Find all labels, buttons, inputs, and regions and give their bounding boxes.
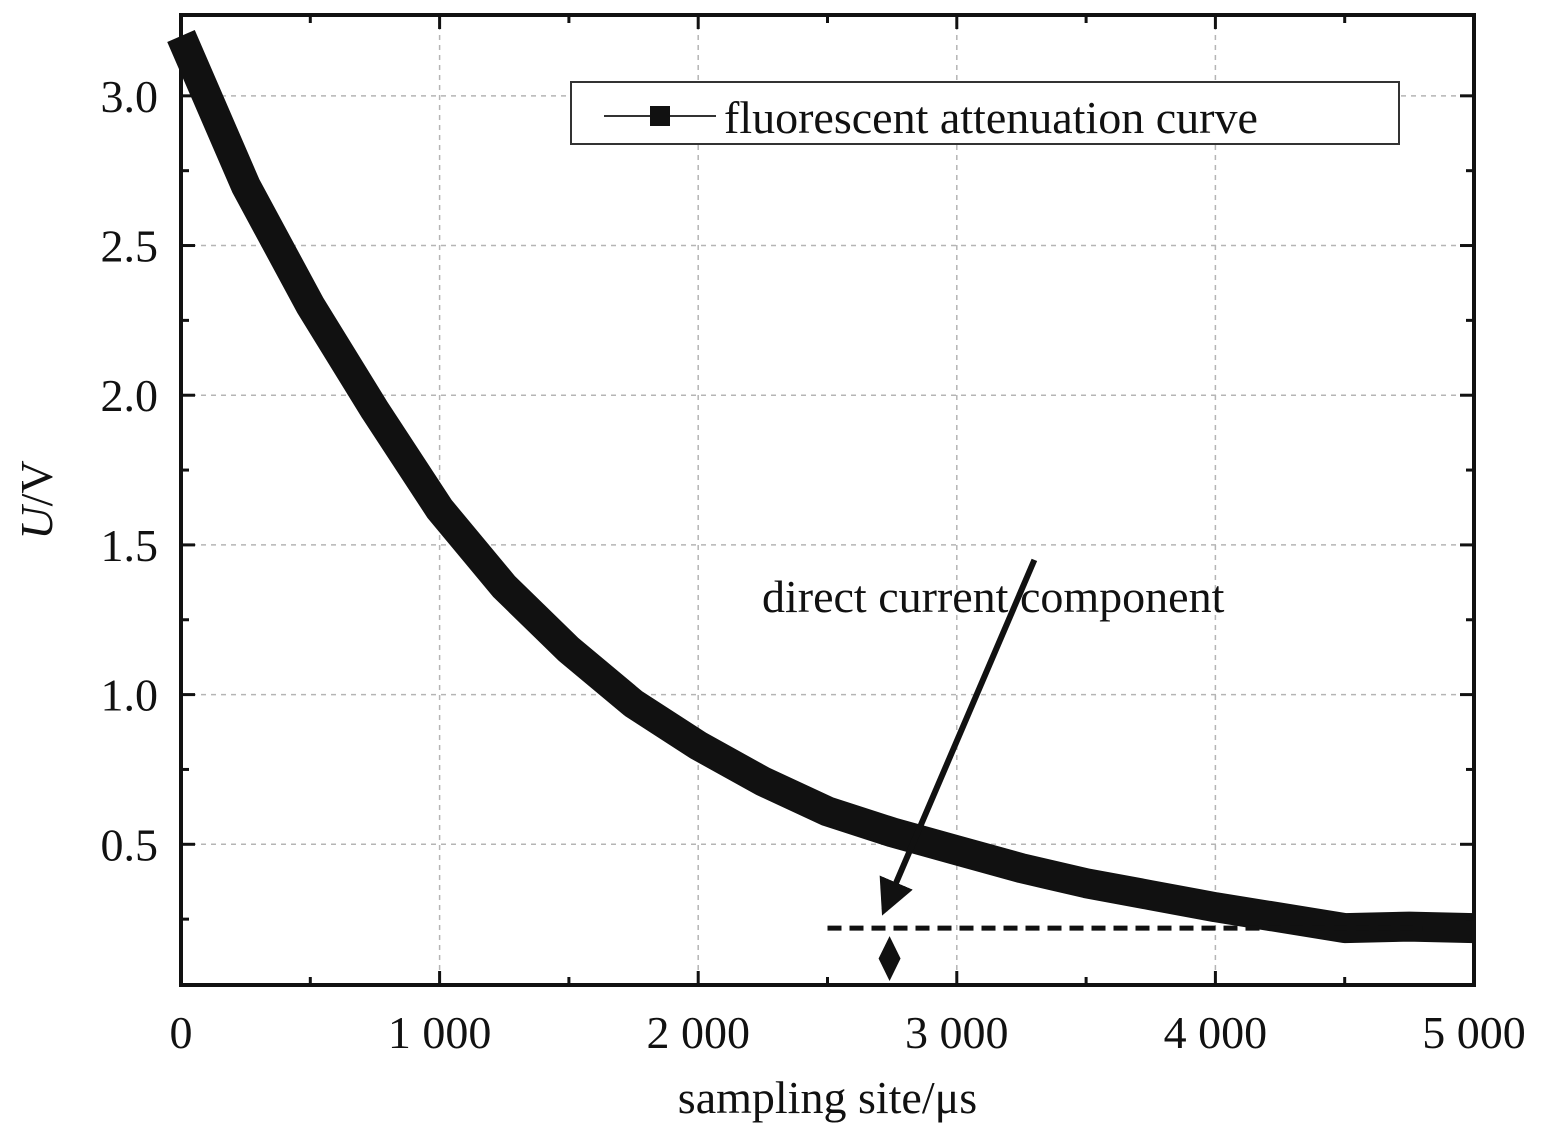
annotation-arrow bbox=[879, 558, 1038, 916]
y-axis-unit: /V bbox=[11, 460, 62, 506]
annotation-label: direct current component bbox=[762, 571, 1225, 622]
legend: fluorescent attenuation curve bbox=[570, 81, 1400, 145]
legend-box bbox=[570, 81, 1400, 145]
x-tick-label: 0 bbox=[170, 1007, 193, 1058]
y-tick-label: 3.0 bbox=[101, 71, 159, 122]
axis-ticks bbox=[179, 15, 1476, 985]
x-tick-label: 4 000 bbox=[1164, 1007, 1268, 1058]
y-tick-label: 1.0 bbox=[101, 670, 159, 721]
x-tick-label: 2 000 bbox=[646, 1007, 750, 1058]
plot-frame bbox=[179, 13, 1476, 987]
double-arrow-down bbox=[878, 958, 901, 981]
y-tick-labels: 0.5 1.0 1.5 2.0 2.5 3.0 bbox=[101, 71, 159, 870]
grid-lines bbox=[181, 15, 1474, 985]
y-tick-label: 2.5 bbox=[101, 221, 159, 272]
x-axis-title: sampling site/μs bbox=[678, 1072, 977, 1123]
data-series-layer bbox=[167, 30, 1475, 944]
legend-square-marker bbox=[650, 106, 670, 126]
y-tick-label: 1.5 bbox=[101, 520, 159, 571]
legend-entry-label: fluorescent attenuation curve bbox=[724, 92, 1258, 143]
x-tick-label: 3 000 bbox=[905, 1007, 1009, 1058]
annotation-layer bbox=[827, 558, 1423, 981]
y-tick-label: 2.0 bbox=[101, 370, 159, 421]
x-tick-label: 1 000 bbox=[388, 1007, 492, 1058]
x-tick-label: 5 000 bbox=[1422, 1007, 1526, 1058]
x-tick-labels: 0 1 000 2 000 3 000 4 000 5 000 bbox=[170, 1007, 1526, 1058]
y-tick-label: 0.5 bbox=[101, 819, 159, 870]
fluorescent-attenuation-curve bbox=[167, 30, 1475, 944]
y-axis-symbol: U bbox=[11, 504, 62, 540]
y-axis-title: U/V bbox=[11, 460, 62, 539]
double-arrow-up bbox=[878, 936, 901, 959]
